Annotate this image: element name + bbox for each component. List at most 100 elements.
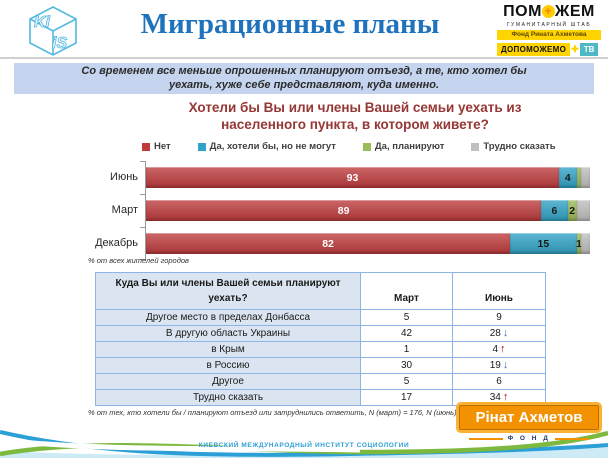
- dopomozhemo-strip: ДОПОМОЖЕМО ✚ ТВ: [497, 43, 601, 56]
- up-arrow-icon: ↑: [502, 391, 509, 403]
- up-arrow-icon: ↑: [500, 343, 506, 355]
- legend-item: Да, планируют: [362, 141, 445, 152]
- legend-item: Нет: [142, 141, 171, 152]
- table-header-row: Куда Вы или члены Вашей семьи планируют …: [95, 272, 546, 310]
- kiis-letters-is: iS: [52, 35, 67, 52]
- axis-tick: [140, 194, 146, 195]
- june-value-cell: 4 ↑: [452, 341, 546, 358]
- chart-footnote: % от всех жителей городов: [88, 256, 189, 265]
- bar-segment: 2: [567, 200, 577, 221]
- akhmetov-fund-strip: Фонд Рината Ахметова: [497, 30, 601, 40]
- key-finding-banner: Со временем все меньше опрошенных планир…: [14, 63, 594, 94]
- bar-segment: 6: [541, 200, 568, 221]
- march-value-cell: 30: [360, 357, 453, 374]
- page-title: Миграционные планы: [140, 8, 440, 40]
- table-header-question: Куда Вы или члены Вашей семьи планируют …: [95, 272, 361, 310]
- march-value-cell: 42: [360, 325, 453, 342]
- pomozhem-wordmark: ПОМ + ЖЕМ: [503, 3, 595, 20]
- table-footnote: % от тех, кто хотели бы / планируют отъе…: [88, 408, 478, 417]
- june-value-cell: 19 ↓: [452, 357, 546, 374]
- bar-rows: Июнь 93 4 Март 89 6 2 Декабрь 82 15 1: [95, 161, 590, 260]
- plus-circle-icon: +: [541, 5, 555, 18]
- march-value-cell: 5: [360, 373, 453, 390]
- fond-left-line: [468, 437, 503, 440]
- axis-tick: [140, 227, 146, 228]
- bar-segment: 82: [146, 233, 511, 254]
- bar-segment: 4: [558, 167, 577, 188]
- pomozhem-logo: ПОМ + ЖЕМ ГУМАНИТАРНЫЙ ШТАБ Фонд Рината Ах…: [497, 3, 601, 56]
- bar-segment: 1: [575, 233, 582, 254]
- table-row: Другое 5 6: [95, 373, 546, 390]
- destination-cell: Другое: [95, 373, 361, 390]
- table-row: В другую область Украины 42 28 ↓: [95, 325, 546, 342]
- chart-title: Хотели бы Вы или члены Вашей семьи уехат…: [188, 100, 522, 132]
- dopomozhemo-label: ДОПОМОЖЕМО: [497, 43, 571, 56]
- fond-right-line: [555, 437, 590, 440]
- bar-segment: 15: [510, 233, 577, 254]
- fond-label-row: Ф О Н Д: [456, 435, 602, 442]
- march-value-cell: 1: [360, 341, 453, 358]
- june-value-cell: 28 ↓: [452, 325, 546, 342]
- category-label: Декабрь: [95, 237, 138, 249]
- bar-track: 93 4: [146, 167, 590, 188]
- bar-value-label: 82: [322, 237, 334, 250]
- june-value-cell: 6: [452, 373, 546, 390]
- legend-swatch: [197, 142, 206, 151]
- table-header-march: Март: [360, 272, 453, 310]
- legend-item: Трудно сказать: [471, 141, 556, 152]
- table-row: Другое место в пределах Донбасса 5 9: [95, 309, 546, 326]
- table-header-june: Июнь: [452, 272, 546, 310]
- category-label: Июнь: [110, 171, 138, 183]
- legend-swatch: [142, 142, 150, 151]
- bar-segment: [581, 233, 590, 254]
- bar-segment: [576, 200, 590, 221]
- axis-tick: [140, 161, 146, 162]
- bar-value-label: 89: [337, 204, 350, 217]
- bar-value-label: 1: [575, 237, 582, 250]
- bar-value-label: 93: [346, 171, 359, 184]
- axis-tick: [140, 259, 146, 260]
- legend-swatch: [471, 142, 480, 151]
- legend-label: Да, хотели бы, но не могут: [209, 141, 336, 152]
- small-plus-icon: ✚: [571, 44, 579, 54]
- bar-row: Июнь 93 4: [110, 161, 590, 194]
- june-value: 34: [489, 392, 501, 403]
- legend-label: Да, планируют: [374, 141, 445, 152]
- june-value-cell: 9: [452, 309, 546, 326]
- legend-item: Да, хотели бы, но не могут: [197, 141, 336, 152]
- institute-name: КИЕВСКИЙ МЕЖДУНАРОДНЫЙ ИНСТИТУТ СОЦИОЛОГ…: [198, 442, 410, 449]
- fond-label: Ф О Н Д: [507, 435, 551, 442]
- destination-cell: в Крым: [95, 341, 361, 358]
- march-value-cell: 5: [360, 309, 453, 326]
- destination-cell: Трудно сказать: [95, 389, 361, 406]
- june-value: 4: [492, 344, 499, 355]
- bar-track: 82 15 1: [146, 233, 590, 254]
- bar-track: 89 6 2: [146, 200, 590, 221]
- bar-value-label: 15: [537, 237, 550, 250]
- destination-cell: В другую область Украины: [95, 325, 361, 342]
- bar-segment: [576, 167, 582, 188]
- table-row: Трудно сказать 17 34 ↑: [95, 389, 546, 406]
- bar-row: Декабрь 82 15 1: [95, 227, 590, 260]
- legend-swatch: [362, 142, 371, 151]
- bar-value-label: 4: [564, 171, 571, 184]
- june-value: 19: [489, 360, 501, 371]
- rinat-akhmetov-wordmark: Рінат Ахметов: [456, 402, 602, 433]
- legend-label: Нет: [154, 141, 171, 152]
- category-label: Март: [111, 204, 138, 216]
- humanitarian-staff-label: ГУМАНИТАРНЫЙ ШТАБ: [506, 22, 592, 28]
- down-arrow-icon: ↓: [502, 327, 509, 339]
- kiis-letters-ki: Ki: [34, 14, 51, 31]
- header-divider: [0, 57, 608, 59]
- june-value: 6: [496, 376, 502, 387]
- bar-segment: 89: [146, 200, 542, 221]
- destination-cell: в Россию: [95, 357, 361, 374]
- chart-legend: Нет Да, хотели бы, но не могут Да, планиру…: [142, 141, 602, 152]
- table-row: в Россию 30 19 ↓: [95, 357, 546, 374]
- bar-row: Март 89 6 2: [112, 194, 590, 227]
- tv-badge: ТВ: [579, 43, 599, 56]
- kiis-logo: Ki iS: [29, 6, 77, 56]
- table-body: Другое место в пределах Донбасса 5 9 В друг…: [95, 309, 546, 406]
- down-arrow-icon: ↓: [502, 359, 509, 371]
